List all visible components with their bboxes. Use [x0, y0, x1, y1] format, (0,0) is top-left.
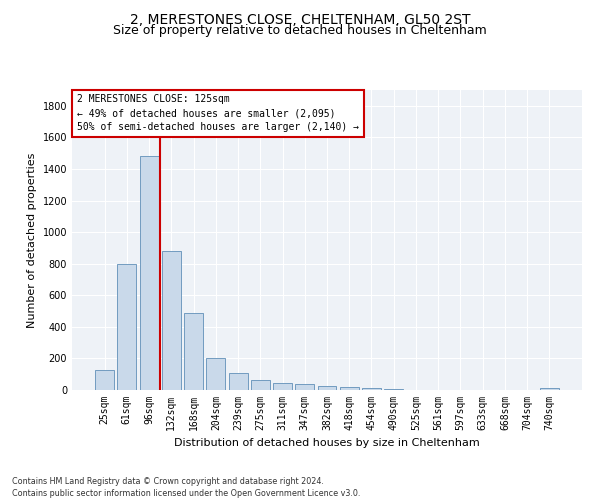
Text: 2, MERESTONES CLOSE, CHELTENHAM, GL50 2ST: 2, MERESTONES CLOSE, CHELTENHAM, GL50 2S… — [130, 12, 470, 26]
Bar — [317, 386, 337, 390]
Bar — [295, 384, 314, 390]
Bar — [362, 388, 381, 390]
Bar — [340, 387, 359, 390]
Bar — [184, 312, 203, 390]
Bar — [118, 264, 136, 390]
Bar — [251, 380, 270, 390]
Text: Size of property relative to detached houses in Cheltenham: Size of property relative to detached ho… — [113, 24, 487, 37]
Bar — [540, 388, 559, 390]
Bar — [384, 389, 403, 390]
Bar — [140, 156, 158, 390]
Bar — [229, 374, 248, 390]
Text: Contains HM Land Registry data © Crown copyright and database right 2024.
Contai: Contains HM Land Registry data © Crown c… — [12, 476, 361, 498]
Y-axis label: Number of detached properties: Number of detached properties — [27, 152, 37, 328]
Bar — [95, 370, 114, 390]
Bar — [162, 251, 181, 390]
Bar — [273, 383, 292, 390]
Bar — [206, 358, 225, 390]
Text: 2 MERESTONES CLOSE: 125sqm
← 49% of detached houses are smaller (2,095)
50% of s: 2 MERESTONES CLOSE: 125sqm ← 49% of deta… — [77, 94, 359, 132]
X-axis label: Distribution of detached houses by size in Cheltenham: Distribution of detached houses by size … — [174, 438, 480, 448]
